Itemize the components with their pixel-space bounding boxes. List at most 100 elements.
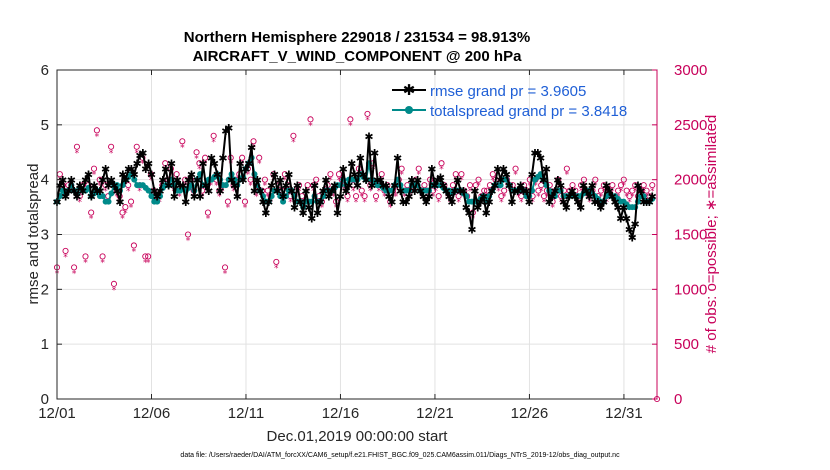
obs-possible-marker (281, 171, 288, 178)
rmse-point: ✱ (75, 180, 84, 193)
obs-assimilated-marker: * (587, 198, 592, 208)
rmse-point: ✱ (487, 185, 496, 198)
obs-assimilated-marker: * (354, 198, 359, 208)
rmse-point: ✱ (439, 180, 448, 193)
rmse-point: ✱ (304, 202, 313, 215)
obs-assimilated-marker: * (220, 187, 225, 197)
rmse-point: ✱ (319, 185, 328, 198)
obs-assimilated-marker: * (72, 269, 77, 279)
rmse-point: ✱ (482, 207, 491, 220)
obs-assimilated-marker: * (149, 176, 154, 186)
obs-assimilated-marker: * (132, 247, 137, 257)
rmse-point: ✱ (562, 202, 571, 215)
spread-point (280, 198, 287, 205)
rmse-point: ✱ (210, 158, 219, 171)
obs-assimilated-marker: * (599, 193, 604, 203)
obs-possible-marker (535, 187, 542, 194)
obs-assimilated-marker: * (351, 187, 356, 197)
rmse-point: ✱ (58, 174, 67, 187)
obs-possible-marker (239, 154, 246, 161)
obs-assimilated-marker: * (103, 187, 108, 197)
rmse-point: ✱ (582, 185, 591, 198)
rmse-point: ✱ (141, 163, 150, 176)
obs-assimilated-marker: * (257, 160, 262, 170)
obs-assimilated-marker: * (627, 198, 632, 208)
obs-possible-marker (71, 264, 78, 271)
obs-possible-marker (256, 154, 263, 161)
rmse-point: ✱ (175, 180, 184, 193)
rmse-point: ✱ (404, 191, 413, 204)
rmse-point: ✱ (630, 218, 639, 231)
spread-point (105, 198, 112, 205)
rmse-point: ✱ (642, 196, 651, 209)
obs-possible-marker (241, 198, 249, 205)
y-tick-label: 4 (41, 172, 49, 189)
obs-assimilated-marker: * (69, 187, 74, 197)
obs-assimilated-marker: * (288, 198, 293, 208)
spread-point (148, 193, 155, 200)
rmse-point: ✱ (253, 174, 262, 187)
y-right-tick-label: 2500 (674, 117, 707, 134)
obs-possible-marker (620, 176, 627, 183)
obs-possible-marker (290, 132, 297, 139)
obs-possible-marker (475, 176, 482, 183)
obs-possible-marker (273, 258, 280, 265)
obs-possible-marker (643, 187, 650, 194)
rmse-point: ✱ (290, 202, 299, 215)
obs-assimilated-marker: * (633, 187, 638, 197)
rmse-point: ✱ (645, 196, 654, 209)
y-right-tick-label: 1000 (674, 281, 707, 298)
obs-assimilated-marker: * (143, 258, 148, 268)
rmse-point: ✱ (513, 185, 522, 198)
obs-possible-marker (540, 193, 548, 200)
obs-assimilated-marker: * (211, 138, 216, 148)
obs-assimilated-marker: * (209, 182, 214, 192)
obs-possible-marker (62, 247, 69, 254)
rmse-point: ✱ (376, 174, 385, 187)
rmse-point: ✱ (588, 180, 597, 193)
rmse-point: ✱ (527, 169, 536, 182)
rmse-point: ✱ (522, 185, 531, 198)
obs-assimilated-marker: * (368, 187, 373, 197)
rmse-point: ✱ (602, 180, 611, 193)
y-tick-label: 5 (41, 117, 49, 134)
obs-assimilated-marker: * (419, 193, 424, 203)
rmse-point: ✱ (473, 202, 482, 215)
rmse-point: ✱ (55, 180, 64, 193)
rmse-point: ✱ (307, 213, 316, 226)
obs-assimilated-marker: * (416, 171, 421, 181)
obs-assimilated-marker: * (399, 171, 404, 181)
rmse-point: ✱ (519, 185, 528, 198)
obs-possible-marker (512, 165, 519, 172)
obs-possible-marker (501, 187, 508, 194)
rmse-point: ✱ (72, 191, 81, 204)
obs-assimilated-marker: * (542, 198, 547, 208)
spread-point (131, 176, 138, 183)
rmse-point: ✱ (124, 163, 133, 176)
y-right-tick-label: 1500 (674, 227, 707, 244)
x-tick-label: 12/21 (416, 405, 454, 422)
obs-assimilated-marker: * (536, 193, 541, 203)
obs-assimilated-marker: * (610, 187, 615, 197)
obs-possible-marker (615, 187, 622, 194)
rmse-point: ✱ (256, 185, 265, 198)
rmse-point: ✱ (570, 191, 579, 204)
rmse-point: ✱ (496, 174, 505, 187)
spread-point (222, 182, 229, 189)
obs-assimilated-marker: * (86, 187, 91, 197)
rmse-point: ✱ (505, 180, 514, 193)
obs-possible-marker (173, 171, 180, 178)
rmse-point: ✱ (593, 196, 602, 209)
obs-assimilated-marker: * (434, 187, 439, 197)
obs-assimilated-marker: * (140, 160, 145, 170)
obs-assimilated-marker: * (411, 187, 416, 197)
obs-assimilated-marker: * (129, 204, 134, 214)
rmse-point: ✱ (107, 174, 116, 187)
obs-assimilated-marker: * (223, 269, 228, 279)
rmse-point: ✱ (213, 169, 222, 182)
obs-assimilated-marker: * (502, 193, 507, 203)
rmse-point: ✱ (573, 196, 582, 209)
rmse-point: ✱ (648, 191, 657, 204)
rmse-point: ✱ (590, 196, 599, 209)
rmse-point: ✱ (330, 180, 339, 193)
